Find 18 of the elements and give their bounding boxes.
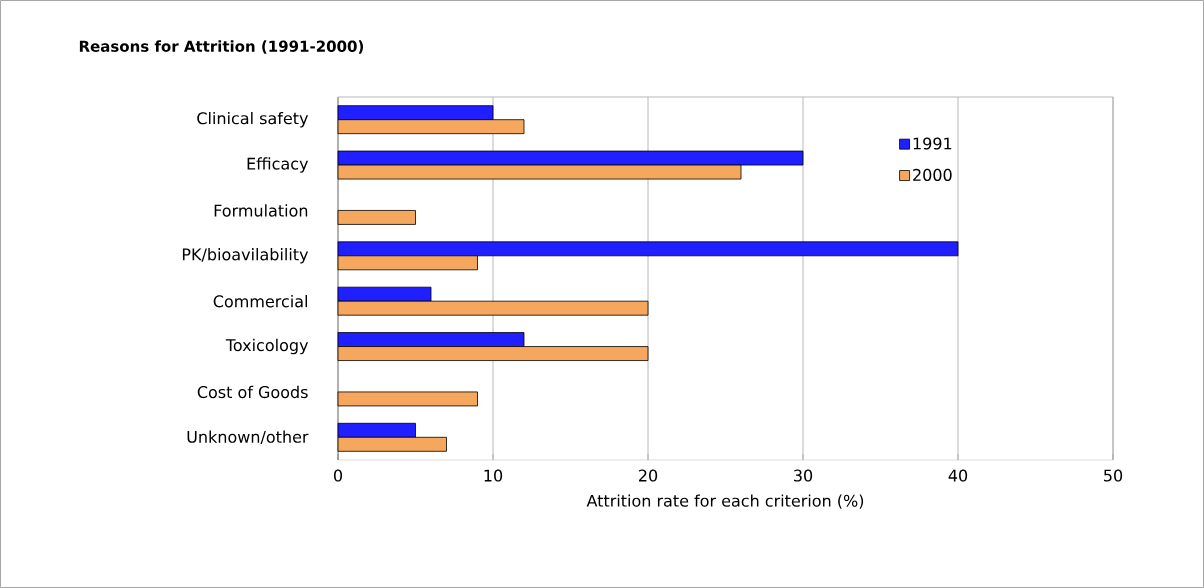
y-tick-label: Cost of Goods xyxy=(197,385,308,399)
y-tick-label: Efficacy xyxy=(247,157,309,173)
x-tick-label: 10 xyxy=(484,469,503,482)
chart-title: Reasons for Attrition (1991-2000) xyxy=(79,40,364,54)
legend-label: 1991 xyxy=(913,137,952,150)
x-tick-label: 20 xyxy=(639,469,658,482)
x-tick-label: 30 xyxy=(794,469,813,482)
y-tick-label: Toxicology xyxy=(225,338,309,355)
x-tick-label: 50 xyxy=(1104,469,1123,482)
y-tick-label: Clinical safety xyxy=(197,111,309,128)
y-tick-label: PK/bioavilability xyxy=(182,248,309,264)
x-tick-label: 40 xyxy=(948,469,968,482)
y-tick-label: Unknown/other xyxy=(187,430,309,445)
y-tick-label: Formulation xyxy=(214,204,308,217)
y-tick-label: Commercial xyxy=(213,294,307,308)
x-axis-title: Attrition rate for each criterion (%) xyxy=(586,494,864,509)
x-tick-label: 0 xyxy=(333,469,343,482)
legend-label: 2000 xyxy=(913,168,952,181)
